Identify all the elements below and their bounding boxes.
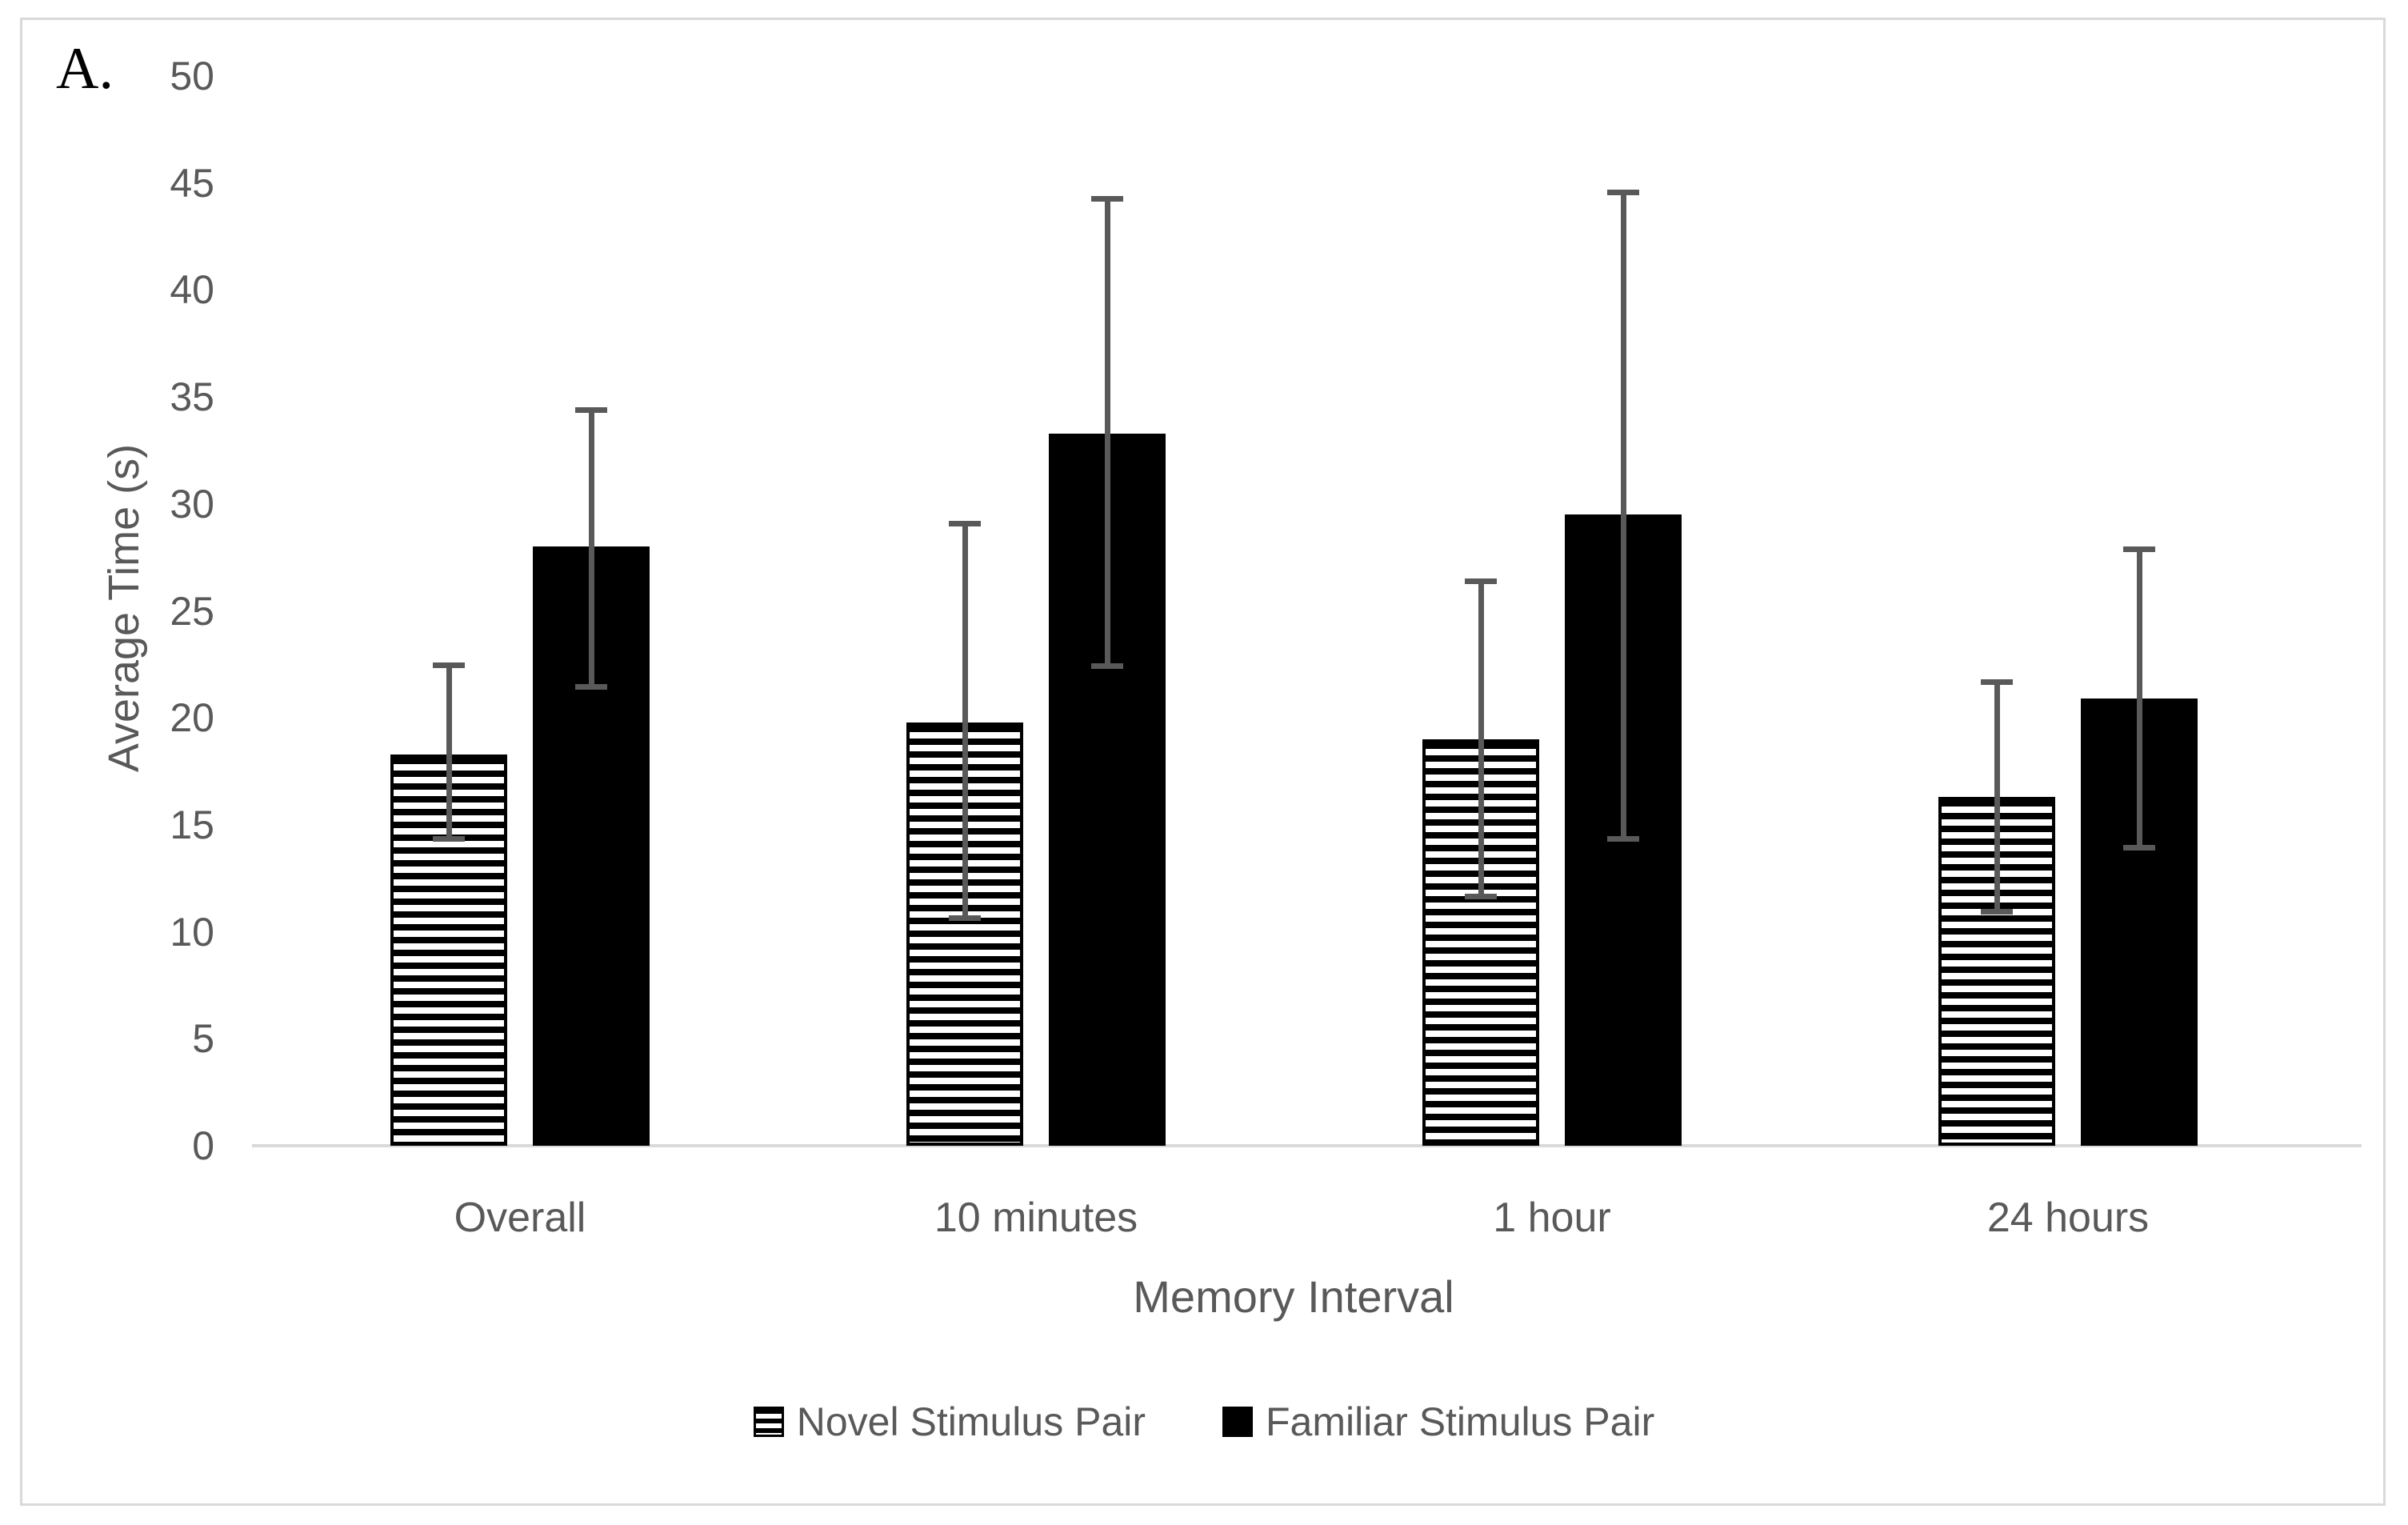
- error-line: [588, 407, 594, 690]
- y-tick-label-45: 45: [170, 160, 214, 206]
- y-tick-label-50: 50: [170, 54, 214, 98]
- y-tick-label-10: 10: [170, 909, 214, 955]
- panel-label: A.: [56, 36, 114, 102]
- error-line: [962, 521, 968, 922]
- error-cap-bottom: [1465, 894, 1497, 900]
- figure-border: [20, 18, 2386, 1506]
- error-bar-familiar-stimulus-pair-overall: [575, 407, 607, 690]
- x-axis-line: [252, 1144, 2362, 1147]
- y-tick-label-40: 40: [170, 267, 214, 313]
- y-tick-label-0: 0: [192, 1123, 214, 1168]
- error-cap-top: [2123, 546, 2155, 553]
- error-bar-novel-stimulus-pair-10-minutes: [949, 521, 981, 922]
- y-tick-label-30: 30: [170, 481, 214, 526]
- y-tick-label-25: 25: [170, 588, 214, 634]
- error-bar-familiar-stimulus-pair-10-minutes: [1091, 195, 1123, 669]
- legend-item-familiar-stimulus-pair: Familiar Stimulus Pair: [1222, 1399, 1654, 1445]
- y-tick-label-15: 15: [170, 802, 214, 847]
- error-bar-novel-stimulus-pair-overall: [433, 662, 465, 843]
- error-cap-top: [575, 407, 607, 414]
- error-cap-bottom: [1607, 836, 1639, 843]
- error-cap-bottom: [1981, 909, 2013, 915]
- error-cap-top: [1981, 679, 2013, 686]
- error-cap-bottom: [433, 836, 465, 843]
- error-cap-top: [1465, 578, 1497, 585]
- error-bar-novel-stimulus-pair-1-hour: [1465, 578, 1497, 900]
- x-category-label-overall: Overall: [454, 1195, 586, 1241]
- error-line: [2136, 546, 2142, 851]
- y-tick-label-35: 35: [170, 374, 214, 420]
- error-bar-familiar-stimulus-pair-24-hours: [2123, 546, 2155, 851]
- x-axis-title: Memory Interval: [1133, 1271, 1454, 1322]
- legend-swatch-solid-icon: [1222, 1407, 1254, 1437]
- error-line: [1478, 578, 1484, 900]
- x-category-label-24-hours: 24 hours: [1986, 1195, 2150, 1241]
- error-cap-top: [1607, 189, 1639, 195]
- y-tick-label-5: 5: [192, 1016, 214, 1062]
- legend-label-novel-stimulus-pair: Novel Stimulus Pair: [796, 1399, 1146, 1444]
- y-tick-label-20: 20: [170, 695, 214, 741]
- x-category-label-1-hour: 1 hour: [1493, 1195, 1611, 1241]
- error-line: [1104, 195, 1110, 669]
- error-line: [446, 662, 452, 843]
- error-bar-novel-stimulus-pair-24-hours: [1981, 679, 2013, 915]
- x-category-label-10-minutes: 10 minutes: [934, 1195, 1138, 1241]
- error-cap-bottom: [1091, 662, 1123, 669]
- error-cap-bottom: [575, 684, 607, 690]
- error-line: [1620, 189, 1626, 843]
- bar-novel-stimulus-pair-24-hours: [1938, 797, 2055, 1146]
- error-cap-bottom: [2123, 844, 2155, 851]
- error-bar-familiar-stimulus-pair-1-hour: [1607, 189, 1639, 843]
- legend: Novel Stimulus Pair Familiar Stimulus Pai…: [0, 1399, 2408, 1445]
- error-cap-top: [949, 521, 981, 527]
- error-cap-top: [1091, 195, 1123, 202]
- error-cap-top: [433, 662, 465, 668]
- error-line: [1994, 679, 2000, 915]
- legend-item-novel-stimulus-pair: Novel Stimulus Pair: [753, 1399, 1146, 1445]
- error-cap-bottom: [949, 915, 981, 922]
- legend-swatch-striped-icon: [753, 1407, 784, 1437]
- legend-label-familiar-stimulus-pair: Familiar Stimulus Pair: [1266, 1399, 1655, 1444]
